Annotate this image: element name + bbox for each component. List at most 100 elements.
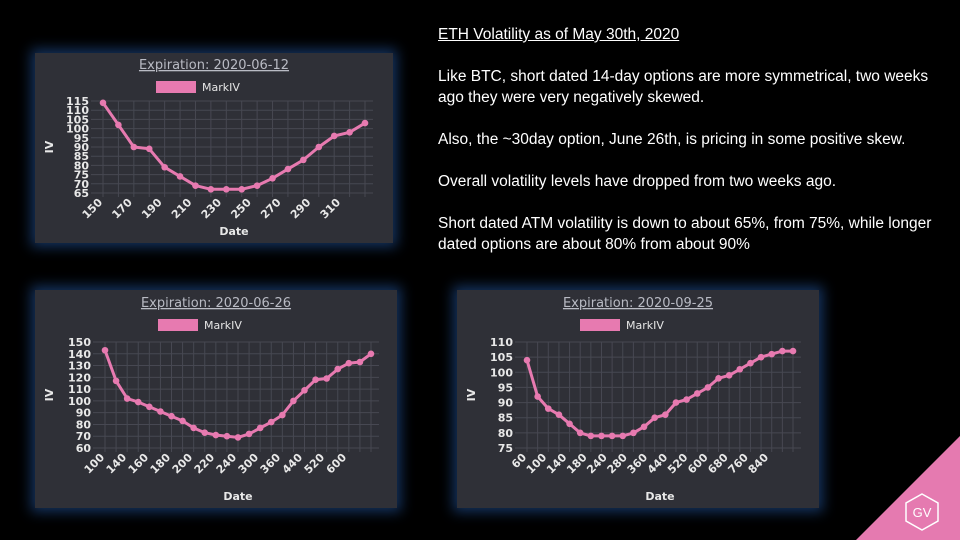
chart-panel-3: Expiration: 2020-09-25 MarkIV 75 80 85 90 95 10…	[457, 290, 819, 508]
y-tick-label: 105	[490, 351, 513, 364]
data-point	[555, 411, 563, 418]
y-tick-label: 130	[68, 360, 91, 373]
data-point	[112, 377, 120, 385]
data-point	[253, 182, 261, 189]
data-point	[789, 347, 797, 355]
commentary-paragraph-2: Also, the ~30day option, June 26th, is p…	[438, 131, 906, 148]
data-point	[747, 359, 754, 367]
y-tick-label: 110	[68, 383, 91, 396]
y-tick-label: 90	[74, 141, 90, 154]
chart-title: Expiration: 2020-06-12	[139, 58, 289, 73]
data-point	[330, 132, 338, 140]
data-point	[725, 372, 733, 379]
data-point	[168, 412, 175, 420]
y-tick-label: 90	[498, 397, 514, 410]
data-point	[608, 432, 616, 440]
y-tick-label: 120	[68, 371, 91, 384]
x-tick-label: 180	[148, 451, 174, 477]
data-point	[672, 399, 680, 406]
data-point	[238, 186, 246, 193]
y-tick-label: 115	[66, 95, 89, 108]
data-point	[544, 405, 552, 412]
data-point	[157, 408, 164, 415]
y-tick-label: 100	[66, 123, 89, 136]
x-tick-label: 140	[104, 451, 130, 477]
series-line-markiv	[101, 101, 366, 191]
data-point	[284, 165, 292, 173]
y-tick-label: 80	[76, 418, 92, 431]
x-tick-label: 280	[605, 451, 631, 477]
commentary-paragraph-4: Short dated ATM volatility is down to ab…	[438, 215, 932, 253]
data-point	[145, 145, 153, 153]
data-point	[123, 395, 131, 402]
y-tick-label: 100	[490, 366, 513, 379]
x-axis-label: Date	[223, 490, 252, 503]
data-point	[736, 365, 744, 373]
y-tick-label: 95	[498, 381, 513, 394]
data-point	[630, 429, 637, 437]
x-tick-label: 220	[192, 451, 218, 477]
y-tick-label: 110	[490, 336, 513, 349]
x-tick-label: 520	[302, 451, 328, 477]
x-tick-label: 600	[324, 451, 350, 477]
commentary-text: ETH Volatility as of May 30th, 2020 Like…	[438, 24, 938, 276]
data-point	[190, 424, 197, 432]
gv-logo-icon: GV	[905, 493, 939, 531]
x-tick-label: 600	[685, 451, 711, 477]
chart-svg-1: Expiration: 2020-06-12 MarkIV 657075808590…	[43, 58, 373, 238]
data-point	[356, 358, 364, 366]
y-tick-label: 95	[74, 132, 89, 145]
data-point	[323, 375, 330, 382]
data-point	[245, 430, 253, 438]
data-point	[176, 173, 184, 180]
commentary-paragraph-1: Like BTC, short dated 14-day options are…	[438, 68, 929, 106]
y-tick-label: 70	[76, 430, 92, 443]
x-tick-label: 140	[544, 451, 570, 477]
legend-swatch	[580, 319, 620, 331]
x-tick-label: 230	[199, 196, 225, 222]
data-point	[179, 417, 186, 425]
legend-label: MarkIV	[204, 319, 242, 332]
y-axis-label: IV	[43, 140, 56, 153]
data-point	[290, 397, 297, 405]
x-tick-label: 440	[280, 451, 306, 477]
data-point	[161, 163, 168, 171]
data-point	[757, 353, 765, 361]
data-point	[534, 393, 541, 400]
data-point	[130, 143, 138, 151]
y-tick-label: 80	[74, 159, 90, 172]
data-point	[587, 432, 595, 440]
y-tick-label: 80	[498, 427, 514, 440]
x-tick-label: 180	[564, 451, 590, 477]
data-point	[134, 398, 142, 406]
data-point	[693, 390, 701, 397]
data-point	[301, 386, 308, 394]
data-point	[212, 431, 220, 439]
chart-svg-3: Expiration: 2020-09-25 MarkIV 75 80 85 90 95 10…	[465, 296, 801, 503]
data-point	[101, 346, 109, 354]
x-tick-label: 200	[170, 451, 196, 477]
data-point	[334, 365, 342, 373]
legend-label: MarkIV	[626, 319, 664, 332]
chart-legend: MarkIV	[158, 319, 242, 332]
x-tick-label: 310	[318, 196, 344, 222]
x-tick-label: 680	[705, 451, 731, 477]
data-point	[523, 356, 531, 364]
data-point	[256, 424, 264, 432]
slide-heading: ETH Volatility as of May 30th, 2020	[438, 26, 680, 43]
x-tick-label: 300	[236, 451, 262, 477]
x-tick-label: 210	[169, 196, 195, 222]
x-tick-label: 520	[665, 451, 691, 477]
data-point	[201, 429, 209, 436]
chart-title: Expiration: 2020-09-25	[563, 296, 713, 311]
x-tick-label: 360	[625, 451, 651, 477]
data-point	[367, 350, 375, 358]
data-point	[207, 186, 215, 193]
data-point	[619, 432, 627, 440]
y-tick-label: 65	[74, 187, 89, 200]
legend-label: MarkIV	[202, 81, 240, 94]
data-point	[566, 420, 573, 428]
data-point	[704, 384, 712, 391]
data-point	[99, 99, 107, 107]
data-point	[715, 375, 722, 382]
